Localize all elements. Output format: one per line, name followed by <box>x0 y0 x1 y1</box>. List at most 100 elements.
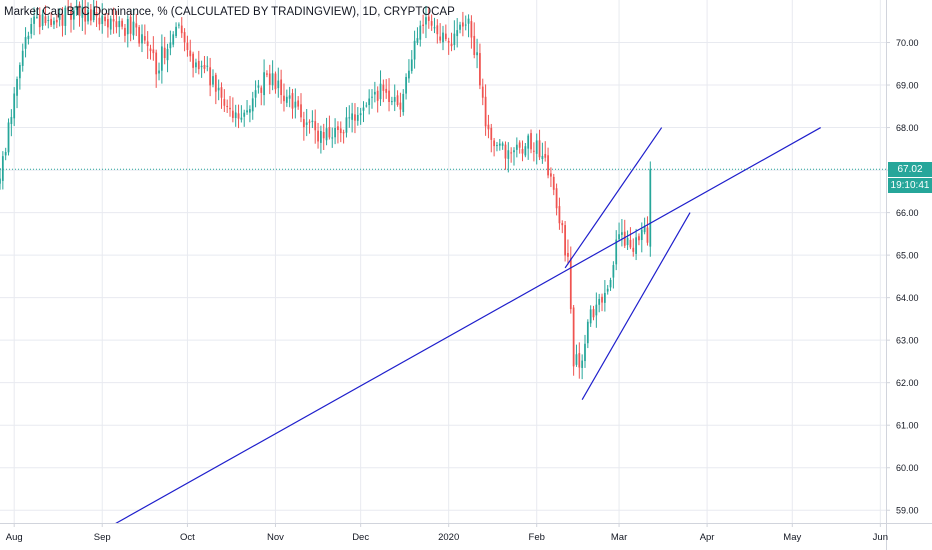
price-tick-label: 68.00 <box>896 123 919 133</box>
price-tick-label: 65.00 <box>896 251 919 261</box>
trendlines[interactable] <box>93 127 821 537</box>
candle-body <box>461 22 464 27</box>
candle-body <box>72 10 75 20</box>
candle-body <box>396 95 399 105</box>
candle-body <box>240 117 243 120</box>
candle-body <box>410 59 413 72</box>
candle-body <box>112 19 115 22</box>
candle-body <box>13 93 16 119</box>
candle-body <box>430 21 433 26</box>
candle-body <box>425 17 427 25</box>
candle-body <box>402 93 405 113</box>
candle-body <box>513 150 515 153</box>
candle-body <box>643 226 646 233</box>
candle-body <box>453 33 456 45</box>
candle-body <box>285 96 288 103</box>
candle-body <box>575 354 578 365</box>
time-tick-label: Sep <box>94 532 111 543</box>
candle-body <box>515 144 518 150</box>
candle-body <box>371 96 373 98</box>
candle-body <box>183 32 186 43</box>
time-tick-label: Jun <box>873 532 888 543</box>
candle-body <box>578 353 581 368</box>
last-price-tag: 67.02 <box>888 161 932 177</box>
time-tick-label: Dec <box>352 532 369 543</box>
time-tick-label: Nov <box>267 532 284 543</box>
candle-body <box>36 16 38 18</box>
candle-body <box>339 128 342 134</box>
candle-body <box>626 237 629 246</box>
candle-body <box>348 117 351 119</box>
candle-body <box>373 91 376 95</box>
candle-body <box>192 53 194 68</box>
candle-body <box>268 73 271 85</box>
candle-body <box>231 110 234 118</box>
candle-body <box>598 298 601 305</box>
candle-body <box>342 132 345 134</box>
candle-body <box>393 97 396 102</box>
candle-body <box>1 156 4 181</box>
candle-body <box>251 98 254 112</box>
candle-body <box>640 229 643 241</box>
price-axis-bg <box>886 0 932 550</box>
candle-body <box>124 27 126 36</box>
candle-body <box>510 152 513 154</box>
candle-body <box>328 127 331 138</box>
candle-body <box>92 9 95 21</box>
candle-body <box>81 6 84 18</box>
candle-body <box>98 17 101 25</box>
candle-body <box>203 64 206 69</box>
candle-body <box>331 137 334 139</box>
candle-body <box>601 296 603 303</box>
candle-body <box>405 76 407 94</box>
candle-body <box>436 25 439 35</box>
candle-body <box>538 140 541 158</box>
candlestick-series <box>0 0 652 380</box>
candle-body <box>280 79 283 95</box>
price-tick-label: 70.00 <box>896 38 919 48</box>
candle-body <box>249 109 251 113</box>
candle-body <box>132 21 135 36</box>
candle-body <box>95 12 98 17</box>
time-tick-label: Feb <box>529 532 545 543</box>
price-tick-label: 64.00 <box>896 293 919 303</box>
candle-body <box>356 114 359 121</box>
candle-body <box>121 20 123 27</box>
candle-body <box>209 67 212 86</box>
candle-body <box>567 252 569 257</box>
candle-body <box>484 96 487 127</box>
candle-body <box>180 25 183 34</box>
candle-body <box>399 102 402 110</box>
candle-body <box>351 113 354 120</box>
trendline <box>93 127 821 537</box>
candle-body <box>379 83 382 100</box>
candle-body <box>229 107 231 110</box>
candle-body <box>246 110 248 113</box>
candle-body <box>84 7 87 22</box>
candle-body <box>226 105 229 107</box>
chart-title: Market Cap BTC Dominance, % (CALCULATED … <box>4 6 455 18</box>
price-tick-label: 59.00 <box>896 506 919 516</box>
candle-body <box>535 140 538 154</box>
candle-body <box>334 127 336 138</box>
candle-body <box>581 360 584 368</box>
candle-body <box>481 86 484 98</box>
candle-body <box>24 37 27 49</box>
candle-body <box>385 88 388 93</box>
candle-body <box>422 24 425 26</box>
candle-body <box>104 16 106 22</box>
candle-body <box>158 70 160 74</box>
candle-body <box>603 292 606 303</box>
candle-body <box>521 149 524 154</box>
candle-body <box>618 234 620 240</box>
candle-body <box>555 188 558 209</box>
price-tick-label: 61.00 <box>896 421 919 431</box>
candle-body <box>320 130 322 143</box>
candle-body <box>300 104 302 118</box>
candle-body <box>38 14 41 28</box>
candle-body <box>547 155 549 176</box>
candle-body <box>283 95 285 102</box>
candle-body <box>427 16 430 21</box>
trendline <box>581 212 691 400</box>
